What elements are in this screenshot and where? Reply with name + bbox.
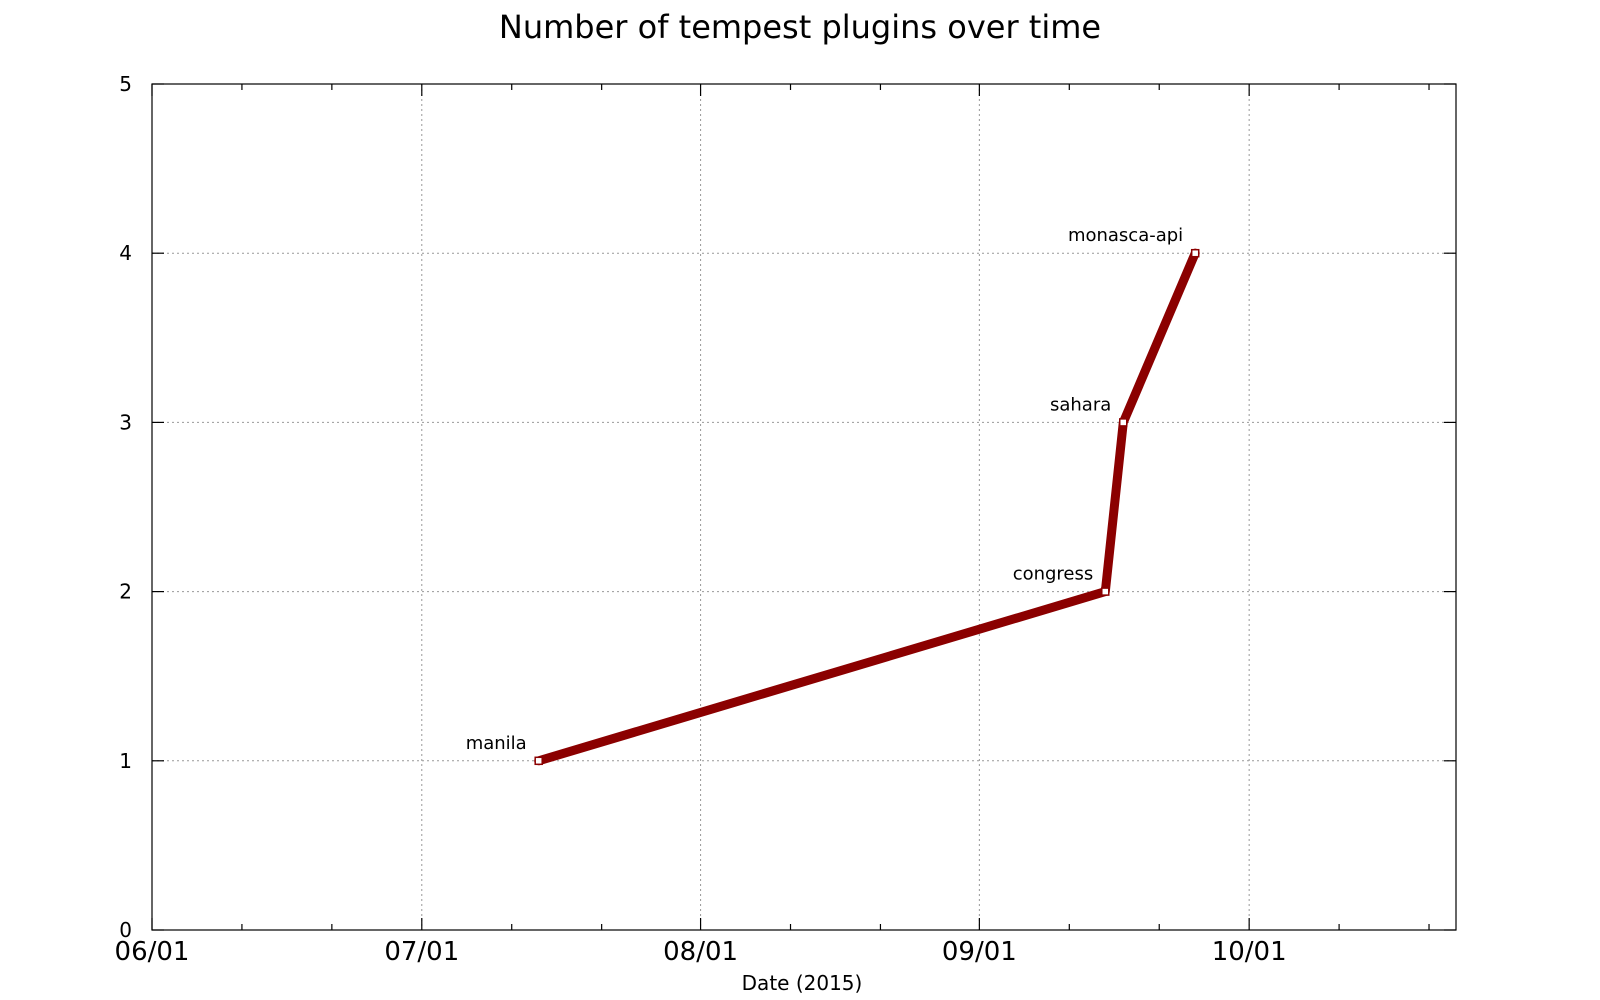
chart-title: Number of tempest plugins over time bbox=[499, 8, 1101, 46]
y-tick-label: 0 bbox=[119, 918, 132, 942]
series bbox=[534, 248, 1200, 766]
data-point bbox=[1119, 418, 1128, 427]
series-line bbox=[534, 248, 1200, 766]
x-tick-label: 10/01 bbox=[1212, 937, 1287, 967]
data-point-label: monasca-api bbox=[1068, 225, 1183, 246]
y-axis-tick-labels: 0 1 2 3 4 5 bbox=[119, 72, 132, 942]
y-tick-label: 5 bbox=[119, 72, 132, 96]
x-tick-label: 09/01 bbox=[942, 937, 1017, 967]
y-tick-label: 4 bbox=[119, 241, 132, 265]
x-tick-label: 07/01 bbox=[384, 937, 459, 967]
grid bbox=[152, 84, 1456, 930]
data-point bbox=[1101, 587, 1110, 596]
y-tick-label: 2 bbox=[119, 580, 132, 604]
y-tick-label: 3 bbox=[119, 410, 132, 434]
data-point bbox=[534, 756, 543, 766]
data-point-label: manila bbox=[466, 733, 527, 754]
axis-ticks bbox=[151, 83, 1456, 931]
y-tick-label: 1 bbox=[119, 749, 132, 773]
x-axis-tick-labels: 06/01 07/01 08/01 09/01 10/01 bbox=[115, 937, 1287, 967]
point-annotations: manila congress sahara monasca-api bbox=[466, 225, 1184, 754]
x-tick-label: 08/01 bbox=[663, 937, 738, 967]
x-axis-label: Date (2015) bbox=[742, 971, 863, 995]
data-point bbox=[1190, 248, 1200, 258]
data-point-label: congress bbox=[1013, 564, 1094, 585]
plot-frame bbox=[151, 83, 1457, 931]
x-tick-label: 06/01 bbox=[115, 937, 190, 967]
data-point-label: sahara bbox=[1050, 394, 1111, 415]
